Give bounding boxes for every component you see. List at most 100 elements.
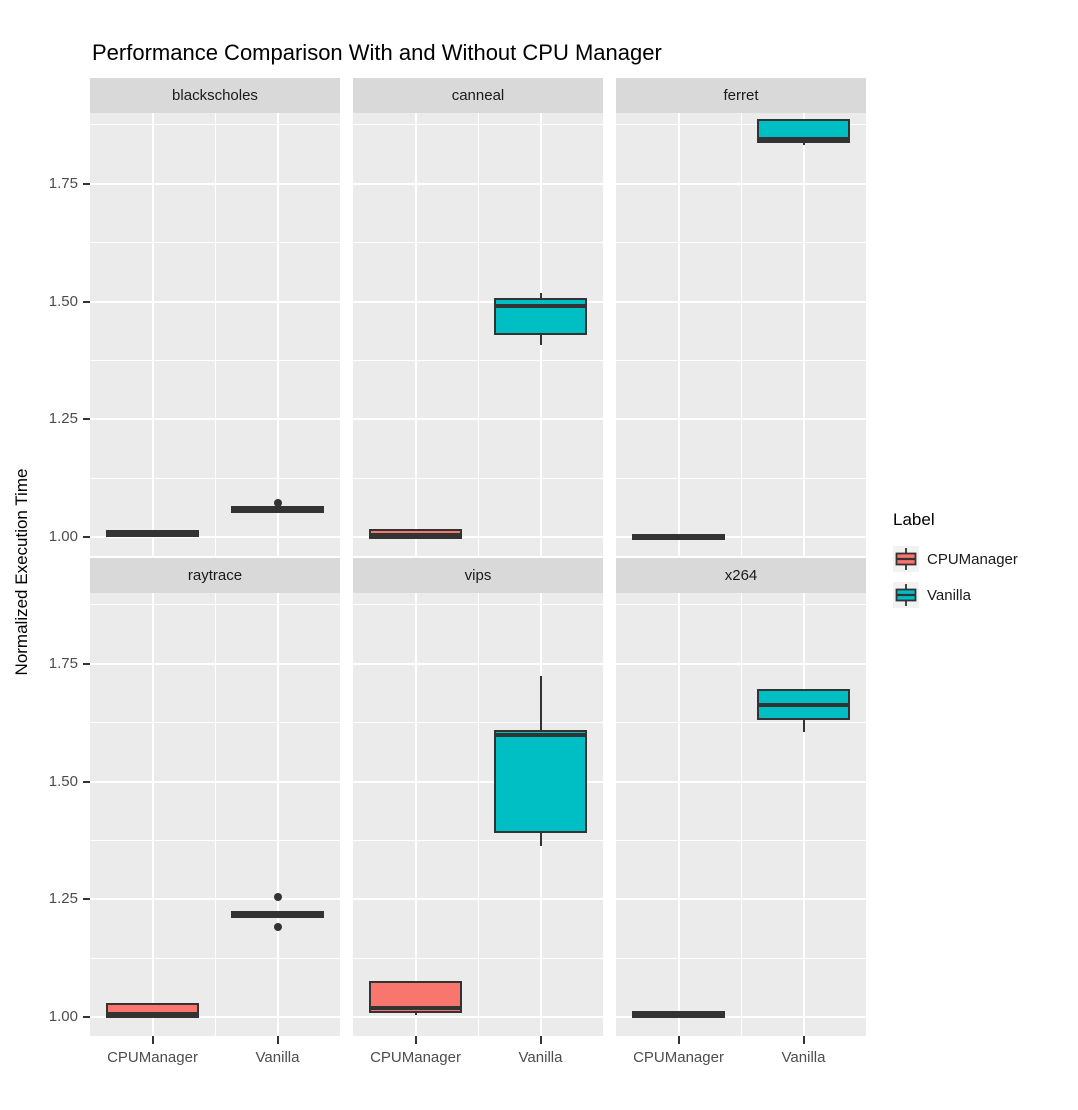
gridline-horizontal-major [90, 898, 340, 901]
median-line-blackscholes-cpumanager [106, 531, 199, 536]
legend-item-cpumanager: CPUManager [893, 546, 1018, 572]
outlier-point [273, 922, 282, 931]
y-tick-label: 1.50 [48, 292, 78, 310]
gridline-vertical-major [414, 113, 417, 556]
gridline-horizontal-major [353, 536, 603, 539]
facet-strip-label: vips [464, 567, 492, 584]
gridline-vertical-major [802, 113, 805, 556]
median-line-canneal-cpumanager [369, 532, 462, 537]
gridline-horizontal-major [90, 662, 340, 665]
x-tick-label: CPUManager [633, 1049, 724, 1066]
legend-title: Label [893, 510, 935, 529]
boxplot-box-canneal-vanilla [494, 298, 587, 335]
x-tick-label: Vanilla [518, 1049, 563, 1066]
gridline-horizontal-major [353, 182, 603, 185]
gridline-horizontal-major [353, 1016, 603, 1019]
facet-strip-blackscholes: blackscholes [90, 78, 340, 113]
gridline-horizontal-major [616, 780, 866, 783]
gridline-horizontal-major [353, 662, 603, 665]
y-tick-label: 1.75 [48, 174, 78, 192]
gridline-vertical-minor [214, 593, 216, 1036]
x-tick-mark [677, 1036, 680, 1044]
facet-strip-vips: vips [353, 558, 603, 593]
gridline-vertical-major [151, 593, 154, 1036]
x-tick-mark [276, 1036, 279, 1044]
facet-strip-x264: x264 [616, 558, 866, 593]
x-tick-mark [802, 1036, 805, 1044]
y-tick-label: 1.75 [48, 654, 78, 672]
gridline-horizontal-major [616, 536, 866, 539]
y-axis-title: Normalized Execution Time [12, 468, 31, 676]
facet-strip-label: x264 [724, 567, 758, 584]
gridline-horizontal-major [353, 300, 603, 303]
boxplot-key-icon-cpumanager [893, 546, 919, 572]
median-line-ferret-vanilla [757, 136, 850, 141]
outlier-point [273, 893, 282, 902]
median-line-canneal-vanilla [494, 304, 587, 309]
gridline-vertical-major [276, 593, 279, 1036]
gridline-horizontal-major [616, 1016, 866, 1019]
y-tick-label: 1.00 [48, 528, 78, 546]
facet-panel-blackscholes [90, 113, 340, 556]
y-tick-label: 1.00 [48, 1008, 78, 1026]
median-line-raytrace-vanilla [231, 912, 324, 917]
y-tick-mark [83, 418, 90, 421]
median-line-raytrace-cpumanager [106, 1012, 199, 1017]
facet-strip-label: blackscholes [172, 87, 258, 104]
y-tick-label: 1.25 [48, 410, 78, 428]
facet-panel-ferret [616, 113, 866, 556]
facet-strip-label: canneal [451, 87, 505, 104]
legend-item-label-vanilla: Vanilla [927, 586, 971, 604]
x-tick-label: CPUManager [107, 1049, 198, 1066]
x-tick-label: Vanilla [255, 1049, 300, 1066]
legend: Label CPUManager Vanilla [893, 510, 1018, 618]
y-tick-mark [83, 1016, 90, 1019]
median-line-x264-cpumanager [632, 1012, 725, 1017]
legend-item-label-cpumanager: CPUManager [927, 550, 1018, 568]
gridline-vertical-major [677, 113, 680, 556]
facet-strip-raytrace: raytrace [90, 558, 340, 593]
chart-title: Performance Comparison With and Without … [92, 40, 662, 65]
gridline-vertical-major [276, 113, 279, 556]
gridline-vertical-major [677, 593, 680, 1036]
gridline-vertical-minor [740, 593, 742, 1036]
facet-panel-canneal [353, 113, 603, 556]
gridline-horizontal-major [90, 182, 340, 185]
gridline-horizontal-major [616, 300, 866, 303]
facet-strip-canneal: canneal [353, 78, 603, 113]
y-tick-mark [83, 536, 90, 539]
gridline-horizontal-major [90, 300, 340, 303]
gridline-horizontal-major [353, 780, 603, 783]
y-tick-label: 1.50 [48, 772, 78, 790]
gridline-horizontal-major [616, 418, 866, 421]
gridline-horizontal-major [616, 182, 866, 185]
y-tick-mark [83, 300, 90, 303]
x-tick-label: Vanilla [781, 1049, 826, 1066]
gridline-horizontal-major [90, 418, 340, 421]
facet-panel-x264 [616, 593, 866, 1036]
gridline-vertical-minor [477, 113, 479, 556]
outlier-point [273, 498, 282, 507]
gridline-horizontal-major [90, 536, 340, 539]
legend-item-vanilla: Vanilla [893, 582, 1018, 608]
median-line-vips-vanilla [494, 733, 587, 738]
gridline-vertical-minor [740, 113, 742, 556]
x-tick-mark [414, 1036, 417, 1044]
gridline-vertical-major [414, 593, 417, 1036]
median-line-x264-vanilla [757, 702, 850, 707]
gridline-vertical-major [151, 113, 154, 556]
x-tick-label: CPUManager [370, 1049, 461, 1066]
boxplot-key-icon-vanilla [893, 582, 919, 608]
y-tick-mark [83, 662, 90, 665]
facet-panel-vips [353, 593, 603, 1036]
y-tick-mark [83, 898, 90, 901]
gridline-horizontal-major [90, 780, 340, 783]
gridline-horizontal-major [616, 898, 866, 901]
gridline-vertical-minor [214, 113, 216, 556]
y-tick-mark [83, 780, 90, 783]
y-tick-mark [83, 182, 90, 185]
facet-panel-raytrace [90, 593, 340, 1036]
gridline-horizontal-major [616, 662, 866, 665]
x-tick-mark [539, 1036, 542, 1044]
